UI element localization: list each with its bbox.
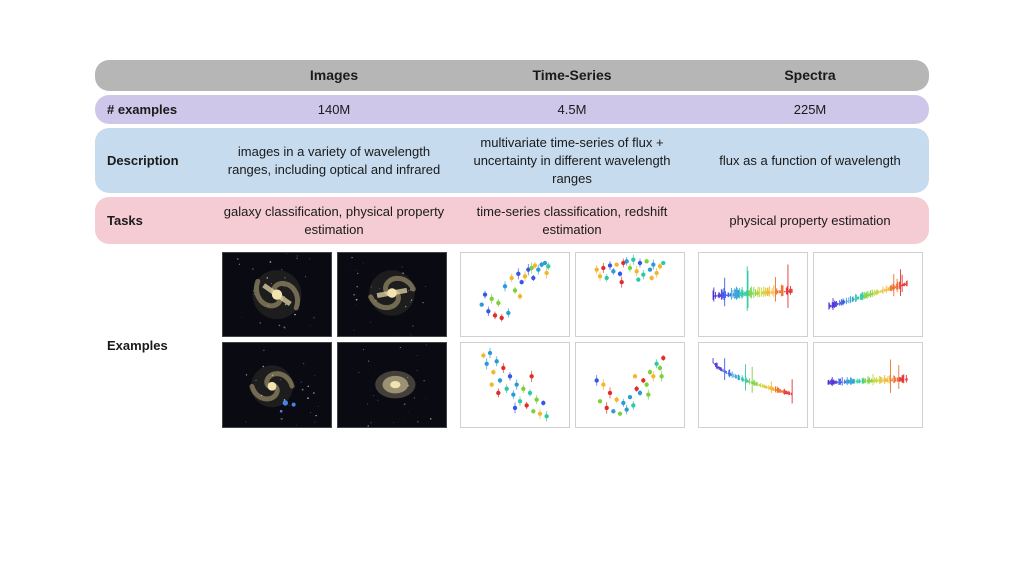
galaxy-thumbnail [337, 252, 447, 337]
cell-tasks-images: galaxy classification, physical property… [215, 197, 453, 244]
row-tasks: Tasks galaxy classification, physical pr… [95, 197, 929, 244]
spectrum-thumbnail [698, 252, 808, 337]
header-row: . Images Time-Series Spectra [95, 60, 929, 91]
galaxy-thumbnail [222, 342, 332, 427]
graphics-spectra [691, 252, 929, 428]
galaxy-thumbnail [337, 342, 447, 427]
header-spectra: Spectra [691, 60, 929, 91]
spectrum-thumbnail [813, 252, 923, 337]
header-timeseries: Time-Series [453, 60, 691, 91]
label-graphics: Examples [95, 252, 215, 439]
timeseries-thumbnail [460, 342, 570, 427]
cell-tasks-timeseries: time-series classification, redshift est… [453, 197, 691, 244]
label-description: Description [95, 147, 215, 174]
comparison-table: . Images Time-Series Spectra # examples … [95, 60, 929, 439]
cell-examples-images: 140M [215, 95, 453, 125]
galaxy-thumbnail [222, 252, 332, 337]
label-num-examples: # examples [95, 96, 215, 123]
row-description: Description images in a variety of wavel… [95, 128, 929, 193]
spectrum-thumbnail [698, 342, 808, 427]
cell-description-timeseries: multivariate time-series of flux + uncer… [453, 128, 691, 193]
cell-description-images: images in a variety of wavelength ranges… [215, 137, 453, 184]
timeseries-thumbnail [575, 342, 685, 427]
row-num-examples: # examples 140M 4.5M 225M [95, 95, 929, 125]
cell-description-spectra: flux as a function of wavelength [691, 146, 929, 176]
timeseries-thumbnail [575, 252, 685, 337]
graphics-timeseries [453, 252, 691, 428]
label-tasks: Tasks [95, 207, 215, 234]
timeseries-thumbnail [460, 252, 570, 337]
cell-examples-timeseries: 4.5M [453, 95, 691, 125]
spectrum-thumbnail [813, 342, 923, 427]
graphics-images [215, 252, 453, 428]
cell-examples-spectra: 225M [691, 95, 929, 125]
cell-tasks-spectra: physical property estimation [691, 206, 929, 236]
header-images: Images [215, 60, 453, 91]
row-graphics: Examples [95, 252, 929, 439]
